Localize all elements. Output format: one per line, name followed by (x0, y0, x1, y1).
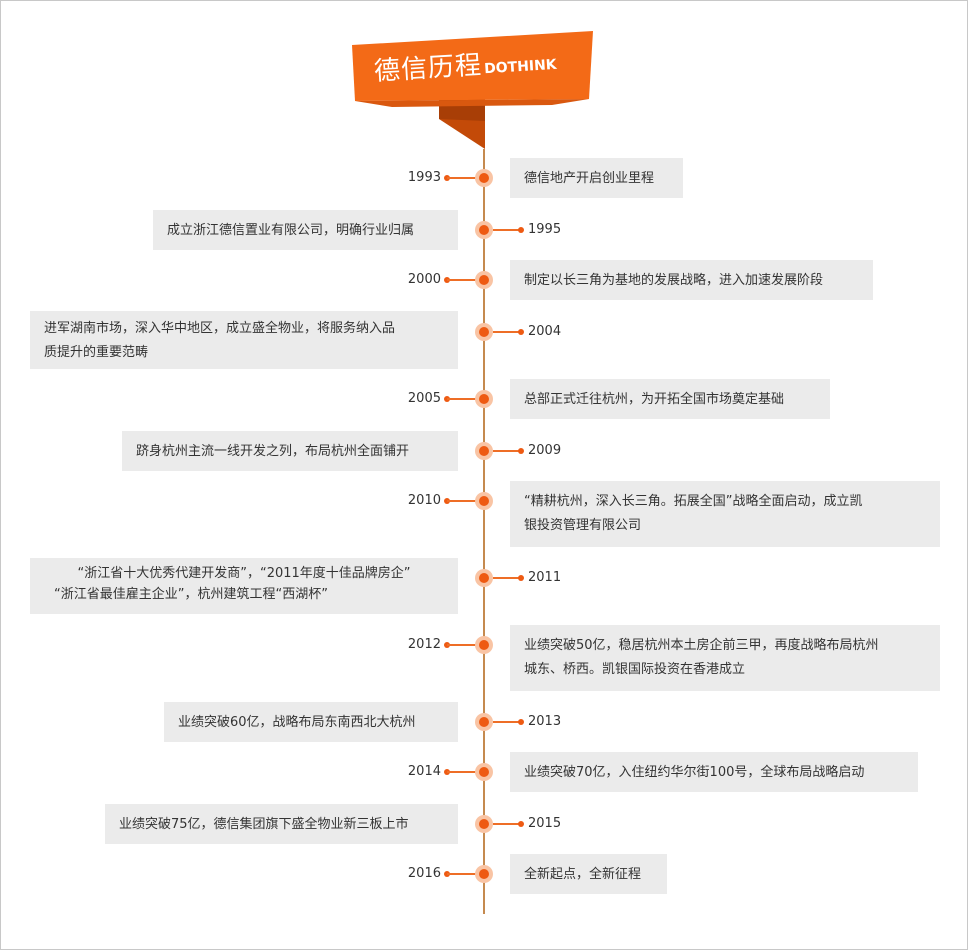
connector-line (493, 823, 523, 825)
connector-dot (518, 329, 524, 335)
event-box: 业绩突破50亿，稳居杭州本土房企前三甲，再度战略布局杭州 城东、桥西。凯银国际投… (510, 625, 940, 691)
event-text-line2: 银投资管理有限公司 (524, 518, 642, 533)
title-banner: 德信历程DOTHINK (352, 31, 596, 151)
connector-dot (518, 821, 524, 827)
year-label: 2013 (528, 714, 562, 729)
event-text: 成立浙江德信置业有限公司，明确行业归属 (167, 223, 415, 238)
year-label: 2004 (528, 324, 562, 339)
banner-title-en: DOTHINK (483, 56, 558, 78)
connector-line (447, 177, 477, 179)
event-box: 德信地产开启创业里程 (510, 158, 683, 198)
timeline-node (475, 390, 493, 408)
event-text-line2: 城东、桥西。凯银国际投资在香港成立 (524, 662, 746, 677)
connector-dot (518, 227, 524, 233)
event-text: 跻身杭州主流一线开发之列，布局杭州全面铺开 (136, 444, 410, 459)
year-label: 2005 (407, 391, 441, 406)
event-box: 业绩突破70亿，入住纽约华尔街100号，全球布局战略启动 (510, 752, 918, 792)
event-box: 总部正式迁往杭州，为开拓全国市场奠定基础 (510, 379, 830, 419)
event-box: 成立浙江德信置业有限公司，明确行业归属 (153, 210, 458, 250)
event-text-line2: “浙江省最佳雇主企业”，杭州建筑工程“西湖杯” (54, 587, 328, 602)
event-box: 制定以长三角为基地的发展战略，进入加速发展阶段 (510, 260, 873, 300)
year-label: 2011 (528, 570, 562, 585)
timeline-node (475, 492, 493, 510)
event-box: “浙江省十大优秀代建开发商”，“2011年度十佳品牌房企” “浙江省最佳雇主企业… (30, 558, 458, 614)
year-label: 1993 (407, 170, 441, 185)
banner-ribbon-shape (352, 31, 593, 149)
timeline-node (475, 713, 493, 731)
event-box: 业绩突破60亿，战略布局东南西北大杭州 (164, 702, 458, 742)
connector-line (447, 873, 477, 875)
connector-line (447, 279, 477, 281)
timeline-node (475, 442, 493, 460)
event-text-line1: “浙江省十大优秀代建开发商”，“2011年度十佳品牌房企” (77, 566, 411, 581)
event-box: 业绩突破75亿，德信集团旗下盛全物业新三板上市 (105, 804, 458, 844)
timeline-node (475, 569, 493, 587)
connector-line (447, 771, 477, 773)
event-box: 进军湖南市场，深入华中地区，成立盛全物业，将服务纳入品 质提升的重要范畴 (30, 311, 458, 369)
timeline-node (475, 815, 493, 833)
connector-line (493, 450, 523, 452)
year-label: 2014 (407, 764, 441, 779)
event-text-line1: “精耕杭州，深入长三角。拓展全国”战略全面启动，成立凯 (524, 494, 863, 509)
event-text-line2: 质提升的重要范畴 (44, 345, 149, 360)
timeline-node (475, 763, 493, 781)
year-label: 2000 (407, 272, 441, 287)
event-text: 制定以长三角为基地的发展战略，进入加速发展阶段 (524, 273, 824, 288)
event-text: 业绩突破75亿，德信集团旗下盛全物业新三板上市 (119, 817, 409, 832)
connector-line (447, 398, 477, 400)
connector-line (447, 644, 477, 646)
connector-line (493, 721, 523, 723)
event-text: 德信地产开启创业里程 (524, 171, 655, 186)
year-label: 2012 (407, 637, 441, 652)
timeline-node (475, 323, 493, 341)
year-label: 2009 (528, 443, 562, 458)
year-label: 2010 (407, 493, 441, 508)
banner-title-cn: 德信历程 (373, 50, 483, 87)
event-box: 跻身杭州主流一线开发之列，布局杭州全面铺开 (122, 431, 458, 471)
timeline-axis (483, 149, 485, 914)
connector-line (493, 577, 523, 579)
timeline-node (475, 636, 493, 654)
connector-line (447, 500, 477, 502)
connector-dot (518, 575, 524, 581)
year-label: 1995 (528, 222, 562, 237)
event-text: 全新起点，全新征程 (524, 867, 642, 882)
timeline-node (475, 271, 493, 289)
connector-line (493, 229, 523, 231)
event-text: 业绩突破60亿，战略布局东南西北大杭州 (178, 715, 416, 730)
event-text-line1: 进军湖南市场，深入华中地区，成立盛全物业，将服务纳入品 (44, 321, 396, 336)
event-text-line1: 业绩突破50亿，稳居杭州本土房企前三甲，再度战略布局杭州 (524, 638, 879, 653)
year-label: 2015 (528, 816, 562, 831)
timeline-node (475, 221, 493, 239)
connector-dot (518, 719, 524, 725)
year-label: 2016 (407, 866, 441, 881)
timeline-node (475, 169, 493, 187)
connector-dot (518, 448, 524, 454)
timeline-node (475, 865, 493, 883)
event-box: 全新起点，全新征程 (510, 854, 667, 894)
connector-line (493, 331, 523, 333)
event-text: 总部正式迁往杭州，为开拓全国市场奠定基础 (524, 392, 785, 407)
event-text: 业绩突破70亿，入住纽约华尔街100号，全球布局战略启动 (524, 765, 865, 780)
event-box: “精耕杭州，深入长三角。拓展全国”战略全面启动，成立凯 银投资管理有限公司 (510, 481, 940, 547)
